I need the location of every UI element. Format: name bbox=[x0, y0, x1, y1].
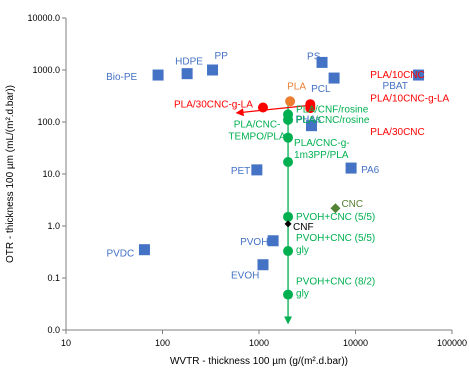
trend-arrow bbox=[235, 104, 311, 117]
point-label: PLA/30CNC bbox=[370, 127, 424, 138]
data-point bbox=[305, 103, 316, 114]
point-label: CNC bbox=[341, 199, 363, 210]
data-point bbox=[267, 235, 279, 247]
point-label: PCL bbox=[311, 84, 331, 95]
x-tick-label: 100 bbox=[155, 338, 170, 348]
data-points bbox=[138, 56, 425, 300]
data-point bbox=[316, 56, 328, 68]
point-label: PLA/10CNC-g-LA bbox=[370, 93, 449, 104]
point-label: Bio-PE bbox=[106, 72, 137, 83]
data-point bbox=[283, 246, 294, 257]
point-label: PBAT bbox=[383, 81, 408, 92]
point-label: HDPE bbox=[175, 57, 203, 68]
data-point bbox=[283, 211, 294, 222]
point-label: PLA/CNF/rosine bbox=[296, 104, 369, 115]
y-tick-label: 0.1 bbox=[47, 273, 60, 283]
data-point bbox=[284, 220, 292, 228]
data-point bbox=[306, 120, 318, 132]
y-tick-label: 10.0 bbox=[42, 169, 60, 179]
data-point bbox=[283, 114, 294, 125]
data-point bbox=[251, 164, 263, 176]
point-label: PLA/CNC-g-1m3PP/PLA bbox=[294, 138, 350, 161]
y-tick-label: 1.0 bbox=[47, 221, 60, 231]
point-label: CNF bbox=[293, 222, 314, 233]
point-label: PA6 bbox=[361, 165, 380, 176]
x-axis-title: WVTR - thickness 100 µm (g/(m².d.bar)) bbox=[170, 356, 348, 367]
point-label: PP bbox=[215, 51, 229, 62]
data-point bbox=[283, 289, 294, 300]
x-tick-label: 10 bbox=[61, 338, 71, 348]
point-label: PLA/CNC/rosine bbox=[296, 115, 370, 126]
data-point bbox=[181, 68, 193, 80]
y-tick-labels: 0.0 0.1 1.0 10.0 100.0 1000.0 10000.0 bbox=[27, 13, 66, 335]
y-axis-title: OTR - thickness 100 µm (mL/(m².d.bar)) bbox=[5, 85, 16, 263]
point-label: PS bbox=[307, 51, 321, 62]
y-tick-label: 1000.0 bbox=[32, 65, 60, 75]
data-point bbox=[257, 259, 269, 271]
y-tick-label: 100.0 bbox=[37, 117, 60, 127]
point-label: PVOH+CNC (5/5) gly bbox=[296, 233, 375, 256]
point-labels: Bio-PE HDPE PP PS PCL PBAT PHAs PET PA6 PVDC PVOH E… bbox=[106, 51, 449, 300]
data-point bbox=[345, 162, 357, 174]
data-point bbox=[328, 72, 340, 84]
point-label: EVOH bbox=[231, 271, 259, 282]
data-point bbox=[283, 157, 294, 168]
point-label: PLA/CNC-TEMPO/PLA bbox=[228, 120, 286, 143]
point-label: PLA/10CNC bbox=[370, 70, 424, 81]
data-point bbox=[257, 102, 268, 113]
point-label: PET bbox=[231, 166, 250, 177]
point-label: PVOH+CNC (5/5) bbox=[296, 212, 375, 223]
y-tick-label: 0.0 bbox=[47, 325, 60, 335]
y-tick-label: 10000.0 bbox=[27, 13, 60, 23]
data-point bbox=[330, 203, 341, 214]
x-tick-label: 100000 bbox=[437, 338, 467, 348]
data-point bbox=[413, 69, 425, 81]
x-tick-labels: 10 100 1000 10000 100000 bbox=[61, 330, 467, 348]
point-label: PLA/30CNC-g-LA bbox=[174, 100, 253, 111]
data-point bbox=[138, 244, 150, 256]
point-label: PVDC bbox=[106, 249, 134, 260]
x-tick-label: 1000 bbox=[249, 338, 269, 348]
x-tick-label: 10000 bbox=[343, 338, 368, 348]
point-label: PHAs bbox=[296, 115, 322, 126]
data-point bbox=[207, 64, 219, 76]
data-point bbox=[152, 69, 164, 81]
data-point bbox=[285, 96, 296, 107]
point-label: PVOH+CNC (8/2) gly bbox=[296, 277, 375, 300]
point-label: PVOH bbox=[240, 237, 268, 248]
point-label: PLA bbox=[287, 81, 306, 92]
data-point bbox=[283, 132, 294, 143]
